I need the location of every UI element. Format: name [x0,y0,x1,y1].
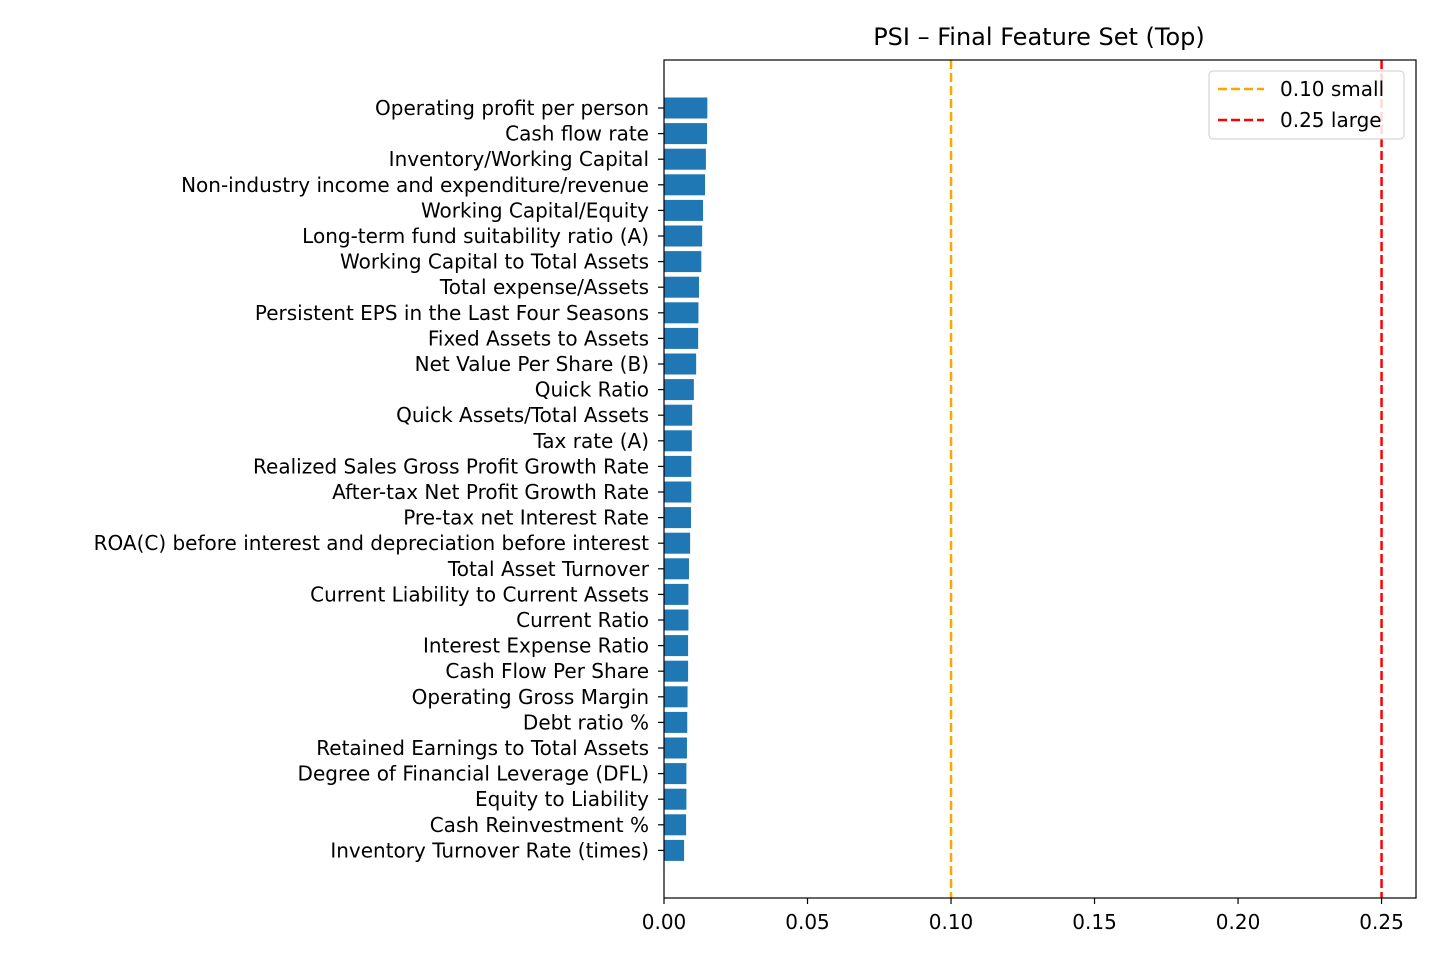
y-tick-label: ROA(C) before interest and depreciation … [94,531,650,555]
bar [664,276,700,298]
y-tick-label: Tax rate (A) [532,429,649,453]
y-tick-label: Working Capital/Equity [421,198,649,222]
y-tick-label: Cash Flow Per Share [445,659,649,683]
bar [664,430,692,452]
x-ticks: 0.00 0.05 0.10 0.15 0.20 0.25 [642,898,1404,934]
y-tick-label: Inventory Turnover Rate (times) [330,838,649,862]
y-tick-label: Debt ratio % [523,710,649,734]
y-tick-label: Cash Reinvestment % [430,813,649,837]
x-tick-label: 0.25 [1359,910,1404,934]
bar [664,97,708,119]
y-tick-label: Current Ratio [516,608,649,632]
x-tick-label: 0.00 [642,910,687,934]
bar [664,737,687,759]
bar [664,251,702,273]
bar [664,660,689,682]
chart-title: PSI – Final Feature Set (Top) [873,23,1205,51]
bar [664,302,699,324]
x-tick-label: 0.15 [1072,910,1117,934]
y-tick-label: Working Capital to Total Assets [340,250,649,274]
reference-lines [949,60,1383,898]
y-tick-label: Pre-tax net Interest Rate [403,506,649,530]
bar [664,609,689,631]
legend-label: 0.10 small [1280,77,1384,101]
bars-layer [664,97,708,861]
y-tick-label: Total Asset Turnover [447,557,650,581]
y-tick-label: Cash flow rate [505,122,649,146]
y-tick-label: Realized Sales Gross Profit Growth Rate [253,454,649,478]
bar [664,763,687,785]
y-tick-label: Operating Gross Margin [412,685,649,709]
y-tick-label: Degree of Financial Leverage (DFL) [298,762,649,786]
bar [664,225,703,247]
bar [664,507,691,529]
legend-label: 0.25 large [1280,108,1382,132]
bar [664,455,692,477]
x-tick-label: 0.20 [1216,910,1261,934]
bar [664,481,692,503]
y-tick-label: Total expense/Assets [439,275,649,299]
bar [664,123,708,145]
bar [664,635,689,657]
y-tick-label: Inventory/Working Capital [389,147,649,171]
y-tick-label: Quick Ratio [535,378,649,402]
y-tick-label: Persistent EPS in the Last Four Seasons [255,301,649,325]
y-tick-label: Equity to Liability [475,787,649,811]
bar [664,532,691,554]
bar [664,148,706,170]
bar [664,404,693,426]
bar [664,839,685,861]
y-tick-label: Operating profit per person [375,96,649,120]
y-tick-label: After-tax Net Profit Growth Rate [332,480,649,504]
y-tick-label: Interest Expense Ratio [423,634,649,658]
bar [664,379,694,401]
bar [664,711,688,733]
y-tick-label: Net Value Per Share (B) [415,352,649,376]
y-tick-label: Quick Assets/Total Assets [396,403,649,427]
bar [664,788,687,810]
bar [664,814,687,836]
y-tick-label: Long-term fund suitability ratio (A) [302,224,649,248]
plot-frame [663,59,1417,899]
bar [664,686,688,708]
bar [664,353,697,375]
x-tick-label: 0.10 [929,910,974,934]
bar [664,327,699,349]
legend: 0.10 small 0.25 large [1208,70,1405,140]
y-tick-label: Retained Earnings to Total Assets [316,736,649,760]
bar [664,174,706,196]
bar [664,558,689,580]
bar [664,583,689,605]
y-tick-label: Current Liability to Current Assets [310,582,649,606]
y-tick-label: Non-industry income and expenditure/reve… [181,173,649,197]
y-tick-label: Fixed Assets to Assets [428,326,649,350]
x-tick-label: 0.05 [785,910,830,934]
bar [664,199,704,221]
